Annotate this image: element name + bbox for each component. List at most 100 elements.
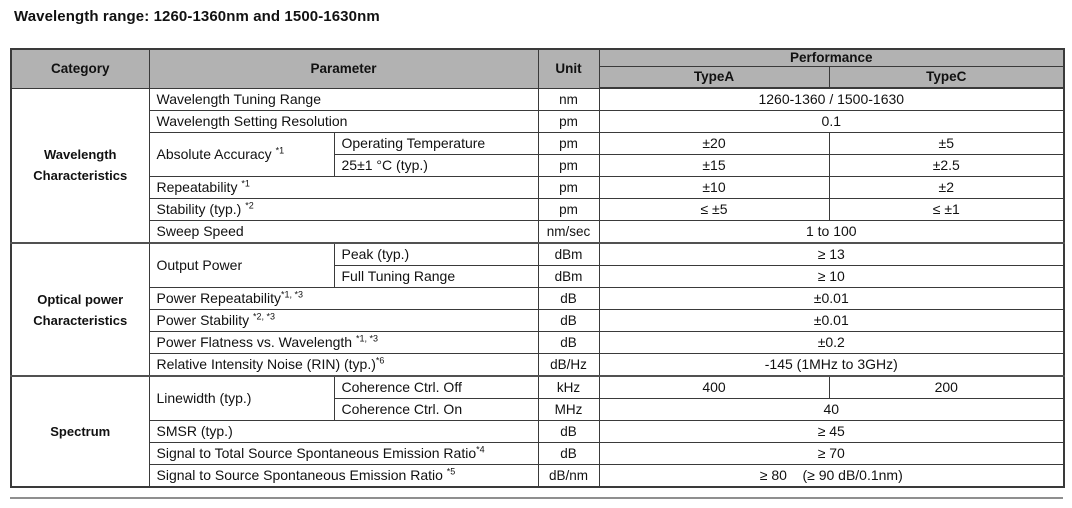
category-spectrum: Spectrum — [10, 375, 150, 488]
param-label: Repeatability — [156, 179, 242, 195]
table-row: Signal to Source Spontaneous Emission Ra… — [11, 464, 1065, 488]
footnote-ref: *2 — [245, 200, 254, 211]
value-type-c: ±5 — [828, 132, 1065, 155]
table-row: Signal to Total Source Spontaneous Emiss… — [11, 442, 1065, 465]
unit-cell: pm — [537, 110, 600, 133]
param-label: Power Repeatability — [156, 290, 282, 306]
header-unit: Unit — [537, 48, 600, 89]
value-type-a: ±15 — [598, 154, 830, 177]
table-row: Relative Intensity Noise (RIN) (typ.)*6 … — [11, 353, 1065, 377]
value-type-c: 200 — [828, 375, 1065, 399]
unit-cell: dB — [537, 331, 600, 354]
value-cell: ±0.01 — [598, 287, 1065, 310]
param-label: Signal to Total Source Spontaneous Emiss… — [156, 445, 477, 461]
param-cell: Stability (typ.) *2 — [148, 198, 539, 221]
header-type-c: TypeC — [828, 65, 1065, 89]
divider-line — [10, 497, 1063, 499]
unit-cell: dB/nm — [537, 464, 600, 488]
subparam-cell: Coherence Ctrl. Off — [333, 375, 539, 399]
param-cell: Relative Intensity Noise (RIN) (typ.)*6 — [148, 353, 539, 377]
footnote-ref: *1, *3 — [281, 289, 304, 300]
value-cell: -145 (1MHz to 3GHz) — [598, 353, 1065, 377]
param-label: Signal to Source Spontaneous Emission Ra… — [156, 467, 447, 483]
value-type-a: ±20 — [598, 132, 830, 155]
param-cell: Wavelength Tuning Range — [148, 87, 539, 111]
subparam-cell: Peak (typ.) — [333, 242, 539, 266]
table-row: 25±1 °C (typ.) pm ±15 ±2.5 — [11, 154, 1065, 177]
subparam-cell: Full Tuning Range — [333, 265, 539, 288]
value-cell: 0.1 — [598, 110, 1065, 133]
table-row: Repeatability *1 pm ±10 ±2 — [11, 176, 1065, 199]
unit-cell: pm — [537, 154, 600, 177]
table-row: Optical power Characteristics Output Pow… — [10, 242, 1065, 377]
table-row: Absolute Accuracy *1 Operating Temperatu… — [11, 132, 1065, 177]
table-row: Stability (typ.) *2 pm ≤ ±5 ≤ ±1 — [11, 198, 1065, 221]
unit-cell: pm — [537, 176, 600, 199]
unit-cell: pm — [537, 198, 600, 221]
spec-table: Category Parameter Unit Performance Type… — [10, 48, 1066, 488]
footnote-ref: *6 — [375, 355, 385, 366]
param-cell: SMSR (typ.) — [148, 420, 539, 443]
header-row-2: TypeA TypeC — [11, 65, 1065, 89]
table-row: Wavelength Characteristics Wavelength Tu… — [10, 87, 1065, 244]
unit-cell: MHz — [537, 398, 600, 421]
value-cell: 1260-1360 / 1500-1630 — [598, 87, 1065, 111]
param-label: Power Stability — [156, 312, 253, 328]
param-cell: Linewidth (typ.) — [148, 375, 335, 421]
value-cell: 40 — [598, 398, 1065, 421]
header-category: Category — [10, 48, 150, 89]
param-cell: Power Stability *2, *3 — [148, 309, 539, 332]
value-cell: ≥ 80 (≥ 90 dB/0.1nm) — [598, 464, 1065, 488]
page-title: Wavelength range: 1260-1360nm and 1500-1… — [14, 8, 380, 25]
table-row: Full Tuning Range dBm ≥ 10 — [11, 265, 1065, 288]
param-cell: Power Repeatability*1, *3 — [148, 287, 539, 310]
value-type-a: 400 — [598, 375, 830, 399]
param-label: Sweep Speed — [156, 223, 244, 239]
value-type-a: ±10 — [598, 176, 830, 199]
subparam-cell: Operating Temperature — [333, 132, 539, 155]
category-wavelength: Wavelength Characteristics — [10, 87, 150, 244]
param-label: SMSR (typ.) — [156, 423, 233, 439]
table-row: Power Repeatability*1, *3 dB ±0.01 — [11, 287, 1065, 310]
unit-cell: nm — [537, 87, 600, 111]
param-label: Absolute Accuracy — [156, 146, 276, 162]
subparam-cell: 25±1 °C (typ.) — [333, 154, 539, 177]
param-cell: Wavelength Setting Resolution — [148, 110, 539, 133]
value-cell: ≥ 13 — [598, 242, 1065, 266]
value-cell: ≥ 70 — [598, 442, 1065, 465]
footnote-ref: *5 — [446, 466, 456, 477]
footnote-ref: *1, *3 — [355, 333, 378, 344]
unit-cell: nm/sec — [537, 220, 600, 244]
table-row: SMSR (typ.) dB ≥ 45 — [11, 420, 1065, 443]
table-row: Wavelength Setting Resolution pm 0.1 — [11, 110, 1065, 133]
value-cell: ±0.01 — [598, 309, 1065, 332]
param-cell: Repeatability *1 — [148, 176, 539, 199]
param-label: Wavelength Tuning Range — [156, 90, 321, 107]
unit-cell: dB/Hz — [537, 353, 600, 377]
unit-cell: dB — [537, 442, 600, 465]
table-row: Power Flatness vs. Wavelength *1, *3 dB … — [11, 331, 1065, 354]
param-cell: Sweep Speed — [148, 220, 539, 244]
param-label: Wavelength Setting Resolution — [156, 113, 348, 129]
value-type-c: ±2 — [828, 176, 1065, 199]
value-cell: ≥ 45 — [598, 420, 1065, 443]
param-cell: Output Power — [148, 242, 335, 288]
table-row: Coherence Ctrl. On MHz 40 — [11, 398, 1065, 421]
param-label: Relative Intensity Noise (RIN) (typ.) — [156, 356, 376, 372]
footnote-ref: *1 — [275, 145, 285, 156]
header-row-1: Category Parameter Unit Performance — [10, 48, 1065, 89]
subparam-cell: Coherence Ctrl. On — [333, 398, 539, 421]
table-row: Sweep Speed nm/sec 1 to 100 — [11, 220, 1065, 244]
header-type-a: TypeA — [598, 65, 830, 89]
unit-cell: dB — [537, 309, 600, 332]
footnote-ref: *4 — [476, 444, 485, 455]
param-label: Output Power — [156, 257, 243, 273]
param-cell: Signal to Source Spontaneous Emission Ra… — [148, 464, 539, 488]
param-label: Power Flatness vs. Wavelength — [156, 334, 356, 350]
header-parameter: Parameter — [148, 48, 539, 89]
param-cell: Signal to Total Source Spontaneous Emiss… — [148, 442, 539, 465]
unit-cell: dB — [537, 420, 600, 443]
value-cell: ±0.2 — [598, 331, 1065, 354]
param-cell: Absolute Accuracy *1 — [148, 132, 335, 177]
value-type-c: ±2.5 — [828, 154, 1065, 177]
